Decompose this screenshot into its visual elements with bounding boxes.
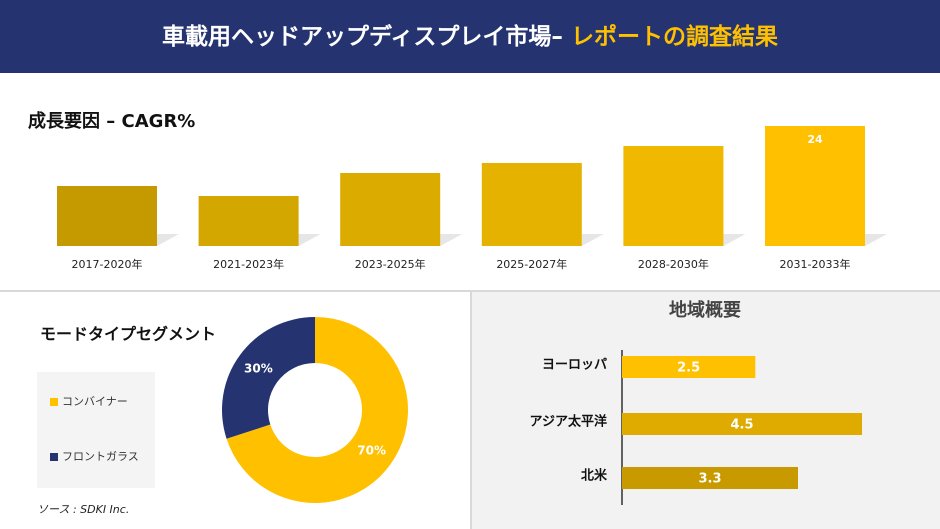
data-label: 30% — [244, 361, 273, 375]
y-tick-label: ヨーロッパ — [542, 358, 607, 373]
bar-shadow — [298, 234, 321, 246]
source: ソース : SDKI Inc. — [37, 503, 129, 516]
bar — [623, 146, 724, 246]
bar — [765, 126, 865, 246]
bar — [481, 163, 582, 246]
bar — [340, 173, 441, 246]
bar — [622, 467, 798, 489]
bar — [622, 356, 756, 378]
x-tick-label: 2017-2020年 — [72, 257, 143, 271]
header-bar — [0, 0, 940, 73]
data-label: 70% — [357, 444, 386, 458]
bar-shadow — [723, 234, 746, 246]
x-tick-label: 2023-2025年 — [355, 257, 426, 271]
header-title: 車載用ヘッドアップディスプレイ市場– レポートの調査結果 — [162, 23, 778, 50]
bar-shadow — [865, 234, 887, 246]
pie-slice — [221, 317, 315, 439]
chart-title: モードタイプセグメント — [40, 325, 216, 344]
x-tick-label: 2028-2030年 — [638, 257, 709, 271]
legend-box — [37, 372, 155, 488]
bar-shadow — [157, 234, 179, 246]
bar-shadow — [440, 234, 463, 246]
chart-title: 地域概要 — [669, 299, 741, 321]
divider — [0, 290, 940, 292]
data-label: 3.3 — [698, 472, 721, 487]
bar — [622, 413, 862, 435]
data-label: 24 — [807, 133, 823, 146]
legend-swatch — [50, 453, 58, 461]
legend-swatch — [50, 398, 58, 406]
x-tick-label: 2025-2027年 — [496, 257, 567, 271]
pie-slice — [226, 317, 408, 503]
region-panel — [472, 292, 940, 529]
y-tick-label: アジア太平洋 — [530, 414, 607, 430]
legend-label: フロントガラス — [62, 450, 139, 463]
x-tick-label: 2021-2023年 — [213, 257, 284, 271]
header-title-main: 車載用ヘッドアップディスプレイ市場– — [162, 23, 571, 50]
divider — [470, 292, 472, 529]
header-title-highlight: レポートの調査結果 — [571, 23, 778, 50]
chart-title: 成長要因 – CAGR% — [28, 110, 195, 132]
bar-shadow — [581, 234, 604, 246]
legend-label: コンバイナー — [62, 395, 128, 408]
data-label: 4.5 — [730, 418, 753, 433]
bar — [57, 186, 157, 246]
bar — [198, 196, 299, 246]
x-tick-label: 2031-2033年 — [780, 257, 851, 271]
data-label: 2.5 — [677, 361, 700, 376]
y-tick-label: 北米 — [581, 468, 608, 484]
